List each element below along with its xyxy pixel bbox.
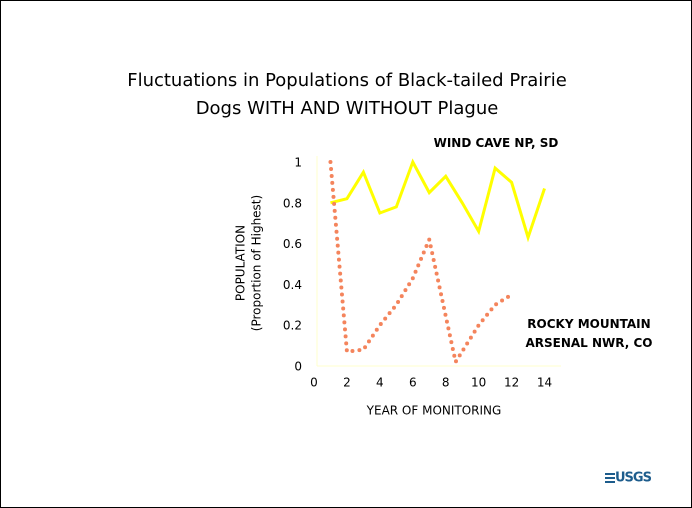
logo: USGS — [615, 471, 652, 486]
chart-title: Fluctuations in Populations of Black-tai… — [127, 70, 567, 91]
y-tick-label: 0 — [294, 360, 302, 374]
x-tick-label: 6 — [409, 376, 417, 390]
y-axis-label-line: (Proportion of Highest) — [250, 195, 264, 331]
y-tick-label: 1 — [294, 156, 302, 170]
y-axis-label: POPULATION (Proportion of Highest) — [234, 195, 264, 331]
x-tick-label: 12 — [504, 376, 519, 390]
y-tick-label: 0.2 — [283, 319, 302, 333]
chart-title: Dogs WITH AND WITHOUT Plague — [196, 98, 499, 119]
x-axis-label: YEAR OF MONITORING — [366, 404, 502, 418]
x-tick-label: 0 — [310, 376, 318, 390]
y-tick-label: 0.4 — [283, 278, 302, 292]
x-tick-label: 4 — [376, 376, 384, 390]
series-line — [330, 158, 546, 243]
x-tick-label: 2 — [343, 376, 351, 390]
series-label: WIND CAVE NP, SD — [433, 136, 559, 150]
x-tick-label: 14 — [537, 376, 552, 390]
logo-icon — [605, 473, 615, 483]
x-tick-label: 10 — [471, 376, 486, 390]
series-label: ROCKY MOUNTAIN ARSENAL NWR, CO — [525, 317, 653, 350]
y-tick-label: 0.6 — [283, 237, 302, 251]
y-axis-label-line: POPULATION — [234, 225, 248, 301]
y-tick-label: 0.8 — [283, 196, 302, 210]
x-tick-label: 8 — [442, 376, 450, 390]
series-line — [328, 160, 514, 368]
